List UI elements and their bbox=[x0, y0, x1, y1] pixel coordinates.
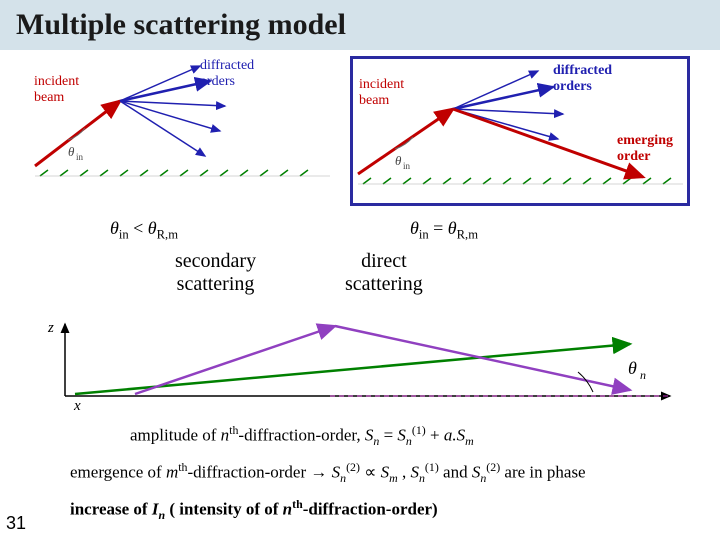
svg-text:x: x bbox=[73, 398, 81, 414]
t1s3: S bbox=[457, 426, 466, 445]
condition-row: θin < θR,m θin = θR,m bbox=[0, 216, 720, 250]
t2prop: ∝ bbox=[360, 463, 381, 482]
secondary-word: secondary bbox=[175, 250, 256, 273]
op-lt: < bbox=[129, 218, 148, 238]
t2and: and bbox=[439, 463, 472, 482]
t3a: increase of bbox=[70, 499, 152, 518]
sub-rm2: R,m bbox=[457, 228, 478, 242]
direct-scattering-label: direct scattering bbox=[345, 250, 423, 296]
t2sm: m bbox=[389, 471, 398, 485]
secondary-scattering-label: secondary scattering bbox=[175, 250, 256, 296]
title-bar: Multiple scattering model bbox=[0, 0, 720, 50]
t3n: n bbox=[283, 499, 292, 518]
t2c: , bbox=[398, 463, 411, 482]
right-scattering-diagram: θ in incident beam diffracted orders eme… bbox=[350, 56, 690, 206]
page-number: 31 bbox=[6, 513, 26, 534]
scattering-word: scattering bbox=[175, 273, 256, 296]
t3b: ( intensity of of bbox=[165, 499, 283, 518]
theta-sym3: θ bbox=[410, 218, 419, 238]
sub-in: in bbox=[119, 228, 129, 242]
amplitude-text: amplitude of nth-diffraction-order, Sn =… bbox=[130, 422, 720, 451]
sub-rm: R,m bbox=[157, 228, 178, 242]
direct-word: direct bbox=[345, 250, 423, 273]
t2s3: S bbox=[410, 463, 419, 482]
svg-text:n: n bbox=[640, 368, 646, 382]
t1n: n bbox=[221, 426, 230, 445]
top-diagram-row: θ in incident beam diffracted orders bbox=[0, 56, 720, 216]
svg-text:in: in bbox=[403, 161, 411, 171]
scatter-label-row: secondary scattering direct scattering bbox=[0, 250, 720, 304]
emerging-order-label: emerging order bbox=[617, 133, 673, 165]
t2s1: S bbox=[332, 463, 341, 482]
condition-left: θin < θR,m bbox=[110, 218, 178, 243]
t1a: amplitude of bbox=[130, 426, 221, 445]
left-scattering-diagram: θ in incident beam diffracted orders bbox=[30, 56, 350, 196]
svg-text:θ: θ bbox=[395, 153, 402, 168]
svg-text:z: z bbox=[47, 320, 54, 336]
t2m: m bbox=[166, 463, 178, 482]
big-scattering-diagram: z x θ n bbox=[30, 304, 690, 414]
t1a2: a. bbox=[444, 426, 457, 445]
t1sup1: (1) bbox=[412, 423, 426, 437]
t2s2: S bbox=[381, 463, 390, 482]
t2arrow: → bbox=[310, 463, 331, 482]
incident-beam-label-2: incident beam bbox=[359, 77, 404, 109]
theta-sym: θ bbox=[110, 218, 119, 238]
t2sup2: (2) bbox=[346, 460, 360, 474]
scattering-word2: scattering bbox=[345, 273, 423, 296]
diffracted-orders-label-2: diffracted orders bbox=[553, 63, 612, 95]
theta-sym4: θ bbox=[448, 218, 457, 238]
t1sm: m bbox=[465, 434, 474, 448]
op-eq: = bbox=[429, 218, 448, 238]
sub-in2: in bbox=[419, 228, 429, 242]
t2b: -diffraction-order bbox=[188, 463, 311, 482]
big-diagram-svg: z x θ n bbox=[30, 304, 690, 414]
svg-text:θ: θ bbox=[68, 144, 75, 159]
t2th: th bbox=[178, 460, 187, 474]
t1eq: = bbox=[379, 426, 397, 445]
t3th: th bbox=[292, 497, 303, 511]
t1b: -diffraction-order, bbox=[238, 426, 364, 445]
emergence-text: emergence of mth-diffraction-order → Sn(… bbox=[70, 459, 720, 488]
t2a: emergence of bbox=[70, 463, 166, 482]
t1s2: S bbox=[397, 426, 406, 445]
t1plus: + bbox=[426, 426, 444, 445]
t2ph: are in phase bbox=[500, 463, 585, 482]
svg-text:θ: θ bbox=[628, 358, 637, 378]
svg-text:in: in bbox=[76, 152, 84, 162]
theta-sym2: θ bbox=[148, 218, 157, 238]
t2sup1b: (1) bbox=[425, 460, 439, 474]
increase-text: increase of In ( intensity of of nth-dif… bbox=[70, 496, 720, 525]
diffracted-orders-label: diffracted orders bbox=[200, 58, 254, 90]
incident-beam-label: incident beam bbox=[34, 74, 79, 106]
t3c: -diffraction-order) bbox=[303, 499, 438, 518]
t2sup2b: (2) bbox=[486, 460, 500, 474]
page-title: Multiple scattering model bbox=[16, 8, 346, 41]
condition-right: θin = θR,m bbox=[410, 218, 478, 243]
